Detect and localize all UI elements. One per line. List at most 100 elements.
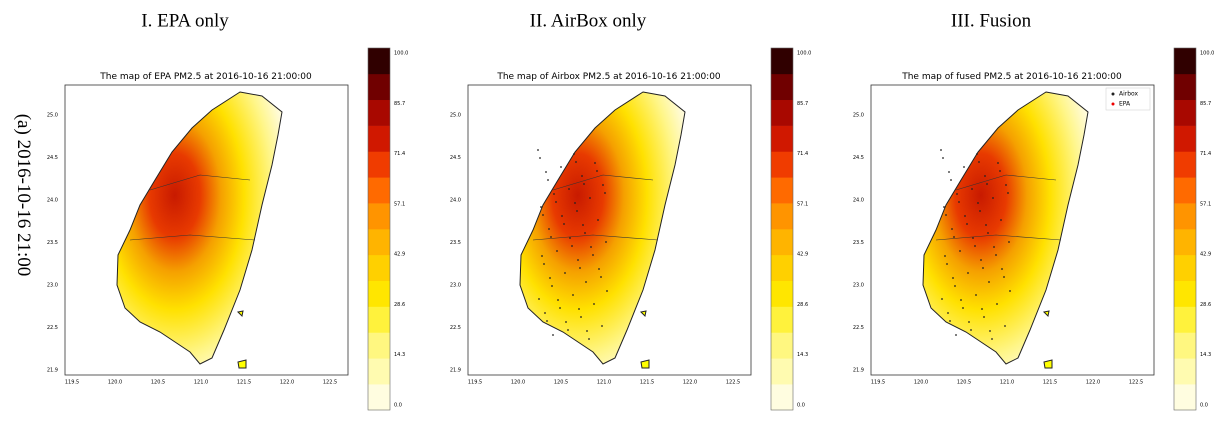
colorbar-tick-label: 71.4 — [394, 151, 405, 157]
x-tick-label: 120.0 — [511, 380, 525, 386]
y-tick-label: 24.0 — [47, 198, 58, 204]
taiwan-map — [922, 91, 1089, 365]
colorbar-tick-label: 42.9 — [394, 252, 405, 258]
colorbar-band — [368, 332, 390, 359]
airbox-dot — [604, 192, 606, 194]
y-tick-label: 23.0 — [47, 283, 58, 289]
airbox-dot — [960, 299, 962, 301]
x-tick-label: 119.5 — [65, 380, 79, 386]
airbox-dot — [605, 241, 607, 243]
airbox-dot — [594, 162, 596, 164]
airbox-dot — [951, 228, 953, 230]
airbox-dot — [954, 285, 956, 287]
taiwan-map — [519, 91, 686, 365]
airbox-dot — [972, 237, 974, 239]
airbox-dot — [948, 171, 950, 173]
colorbar-band — [368, 358, 390, 385]
colorbar-band — [771, 306, 793, 333]
airbox-dot — [992, 197, 994, 199]
airbox-dot — [549, 277, 551, 279]
airbox-dot — [592, 254, 594, 256]
colorbar-band — [368, 280, 390, 307]
airbox-dot — [578, 308, 580, 310]
airbox-dot — [606, 290, 608, 292]
colorbar-band — [1174, 306, 1196, 333]
colorbar-band — [368, 384, 390, 411]
y-tick-label: 25.0 — [450, 113, 461, 119]
map-title: The map of fused PM2.5 at 2016-10-16 21:… — [901, 72, 1122, 82]
x-tick-label: 120.5 — [151, 380, 165, 386]
y-tick-label: 25.0 — [47, 113, 58, 119]
colorbar-tick-label: 0.0 — [394, 403, 402, 409]
airbox-dot — [564, 272, 566, 274]
airbox-dot — [940, 149, 942, 151]
airbox-dot — [986, 183, 988, 185]
colorbar-band — [771, 332, 793, 359]
airbox-dot — [543, 263, 545, 265]
airbox-dot — [979, 210, 981, 212]
airbox-dot — [947, 312, 949, 314]
airbox-dot — [942, 157, 944, 159]
colorbar-band — [1174, 151, 1196, 178]
airbox-dot — [1003, 276, 1005, 278]
airbox-dot — [995, 254, 997, 256]
colorbar-band — [368, 254, 390, 282]
airbox-dot — [977, 202, 979, 204]
airbox-dot — [581, 175, 583, 177]
airbox-dot — [1004, 325, 1006, 327]
colorbar-tick-label: 85.7 — [1200, 101, 1211, 107]
x-tick-label: 119.5 — [871, 380, 885, 386]
airbox-dot — [553, 193, 555, 195]
airbox-dot — [589, 197, 591, 199]
x-tick-label: 122.0 — [683, 380, 697, 386]
airbox-dot — [987, 232, 989, 234]
airbox-dot — [964, 215, 966, 217]
airbox-dot — [976, 153, 978, 155]
airbox-dot — [550, 236, 552, 238]
colorbar-band — [771, 280, 793, 307]
county-border — [955, 174, 1057, 191]
x-tick-label: 121.5 — [237, 380, 251, 386]
airbox-dot — [590, 246, 592, 248]
airbox-dot — [946, 263, 948, 265]
airbox-dot — [585, 281, 587, 283]
airbox-dot — [988, 281, 990, 283]
colorbar-band — [1174, 177, 1196, 204]
colorbar-tick-label: 57.1 — [1200, 201, 1211, 207]
map-title: The map of EPA PM2.5 at 2016-10-16 21:00… — [99, 72, 312, 82]
airbox-dot — [546, 320, 548, 322]
colorbar-band — [368, 99, 390, 126]
colorbar-band — [771, 254, 793, 282]
airbox-dot — [949, 320, 951, 322]
colorbar-band — [1174, 280, 1196, 307]
airbox-dot — [598, 268, 600, 270]
y-tick-label: 22.5 — [450, 325, 461, 331]
airbox-dot — [593, 303, 595, 305]
colorbar-band — [1174, 254, 1196, 282]
airbox-dot — [971, 188, 973, 190]
legend-marker — [1111, 102, 1115, 106]
airbox-dot — [569, 237, 571, 239]
airbox-dot — [544, 312, 546, 314]
airbox-dot — [561, 215, 563, 217]
colorbar-tick-label: 14.3 — [1200, 352, 1211, 358]
airbox-dot — [968, 321, 970, 323]
airbox-dot — [540, 206, 542, 208]
airbox-dot — [551, 285, 553, 287]
airbox-dot — [556, 250, 558, 252]
colorbar-tick-label: 71.4 — [1200, 151, 1211, 157]
airbox-dot — [966, 223, 968, 225]
airbox-dot — [568, 188, 570, 190]
airbox-dot — [963, 166, 965, 168]
airbox-dot — [950, 179, 952, 181]
y-tick-label: 24.5 — [47, 155, 58, 161]
airbox-dot — [560, 166, 562, 168]
y-tick-label: 25.0 — [853, 113, 864, 119]
airbox-dot — [1007, 192, 1009, 194]
airbox-dot — [572, 294, 574, 296]
airbox-dot — [547, 179, 549, 181]
x-tick-label: 120.0 — [914, 380, 928, 386]
island — [640, 359, 650, 369]
airbox-dot — [1009, 290, 1011, 292]
colorbar-tick-label: 0.0 — [797, 403, 805, 409]
